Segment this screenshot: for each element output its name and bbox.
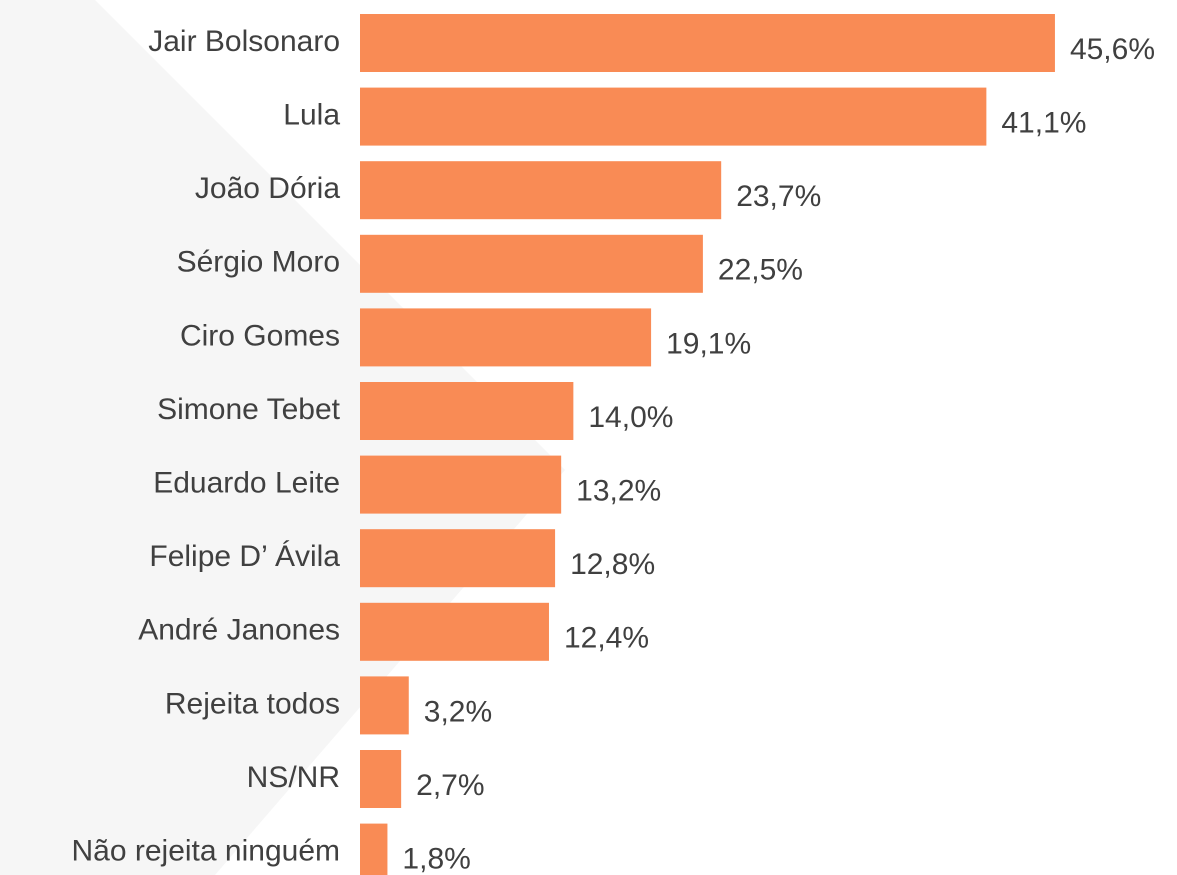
bar xyxy=(360,234,703,293)
category-label: Felipe D’ Ávila xyxy=(149,540,340,573)
category-label: André Janones xyxy=(138,614,340,647)
bar xyxy=(360,676,409,735)
value-label: 22,5% xyxy=(718,254,803,287)
value-label: 14,0% xyxy=(588,401,673,434)
value-label: 13,2% xyxy=(576,475,661,508)
bar xyxy=(360,308,652,367)
category-label: Eduardo Leite xyxy=(153,467,340,500)
bar xyxy=(360,750,402,808)
bar xyxy=(360,529,556,588)
bar xyxy=(360,455,562,514)
bar xyxy=(360,161,722,220)
bar xyxy=(360,87,987,146)
value-label: 12,8% xyxy=(570,548,655,581)
value-label: 12,4% xyxy=(564,622,649,655)
bar xyxy=(360,14,1055,72)
category-label: NS/NR xyxy=(247,761,340,794)
bar xyxy=(360,382,574,440)
background-shape xyxy=(0,0,565,875)
value-label: 23,7% xyxy=(736,180,821,213)
bar xyxy=(360,602,549,661)
category-label: Simone Tebet xyxy=(157,393,341,426)
category-label: Ciro Gomes xyxy=(180,319,340,352)
category-label: Lula xyxy=(283,99,340,132)
value-label: 1,8% xyxy=(402,843,470,875)
bar xyxy=(360,823,388,875)
value-label: 45,6% xyxy=(1070,33,1155,66)
value-label: 2,7% xyxy=(416,769,484,802)
value-label: 3,2% xyxy=(424,695,492,728)
value-label: 41,1% xyxy=(1001,107,1086,140)
value-label: 19,1% xyxy=(666,327,751,360)
category-label: João Dória xyxy=(195,172,340,205)
category-label: Jair Bolsonaro xyxy=(148,25,340,58)
category-label: Rejeita todos xyxy=(165,687,340,720)
category-label: Sérgio Moro xyxy=(177,246,340,279)
category-label: Não rejeita ninguém xyxy=(72,835,341,868)
